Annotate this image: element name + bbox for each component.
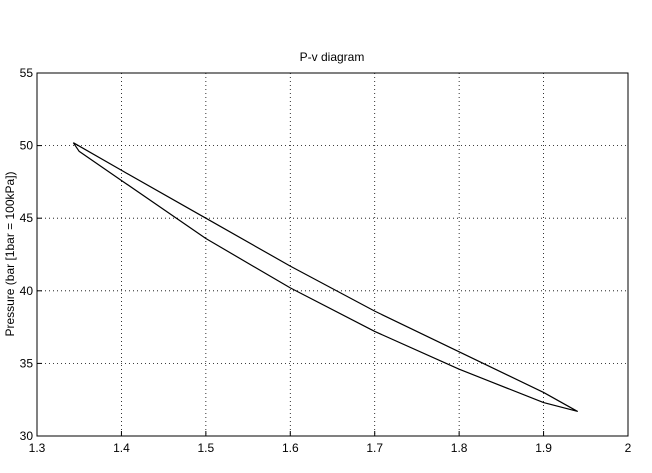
x-tick-label: 1.6: [282, 441, 299, 455]
y-tick-label: 35: [20, 356, 34, 370]
x-tick-label: 1.3: [29, 441, 46, 455]
plot-frame: [36, 72, 629, 437]
x-tick-label: 2: [625, 441, 632, 455]
x-tick-label: 1.7: [366, 441, 383, 455]
x-tick-label: 1.9: [535, 441, 552, 455]
x-tick-label: 1.4: [113, 441, 130, 455]
x-tick-label: 1.8: [451, 441, 468, 455]
y-tick-label: 50: [20, 139, 34, 153]
y-tick-label: 40: [20, 284, 34, 298]
y-tick-label: 55: [20, 66, 34, 80]
y-axis-label: Pressure (bar [1bar = 100kPa]): [3, 171, 17, 336]
x-tick-label: 1.5: [198, 441, 215, 455]
data-line: [72, 142, 578, 412]
y-tick-label: 30: [20, 429, 34, 443]
chart-title: P-v diagram: [300, 50, 365, 64]
y-tick-label: 45: [20, 211, 34, 225]
